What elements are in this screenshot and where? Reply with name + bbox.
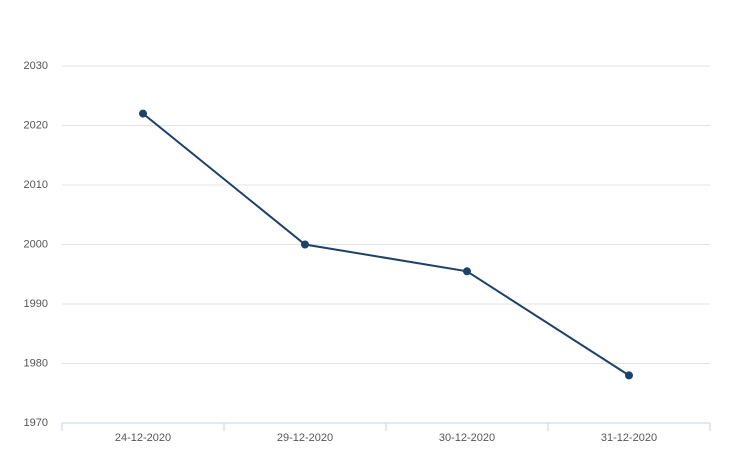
x-tick-label: 24-12-2020 <box>115 432 171 444</box>
line <box>142 112 630 377</box>
x-tick-label: 30-12-2020 <box>439 432 495 444</box>
point <box>139 109 147 118</box>
y-tick-label: 1970 <box>24 417 48 429</box>
y-tick-label: 2010 <box>24 179 48 191</box>
y-tick-label: 2000 <box>24 238 48 250</box>
y-tick-label: 1990 <box>24 298 48 310</box>
y-tick-label: 1980 <box>24 357 48 369</box>
point <box>625 371 633 380</box>
point <box>463 267 471 276</box>
y-tick-label: 2030 <box>24 60 48 72</box>
y-tick-label: 2020 <box>24 119 48 131</box>
point <box>301 240 309 249</box>
x-tick-label: 29-12-2020 <box>277 432 333 444</box>
x-tick-label: 31-12-2020 <box>601 432 657 444</box>
